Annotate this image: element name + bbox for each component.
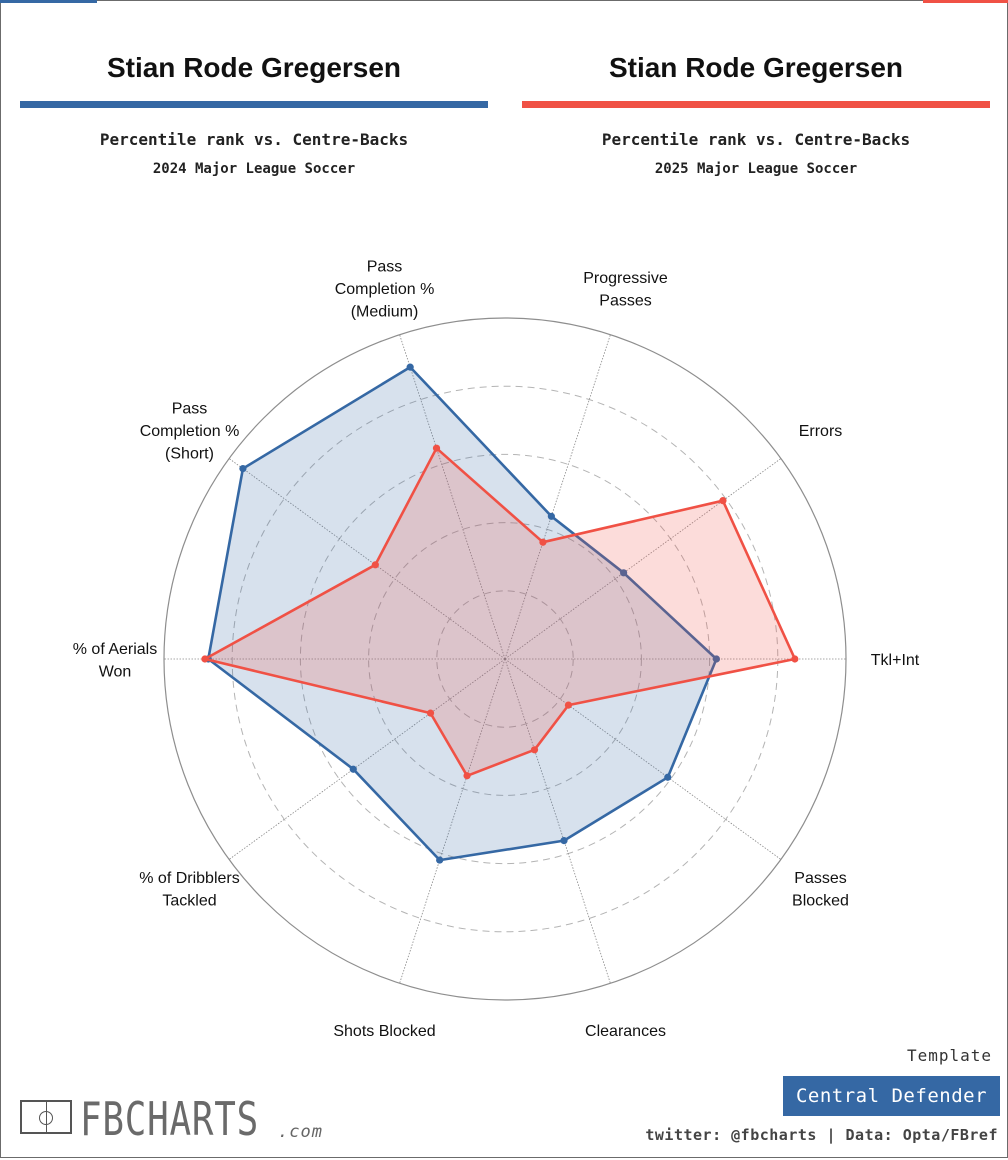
series-2-point	[719, 497, 727, 505]
right-subtitle: Percentile rank vs. Centre-Backs	[601, 130, 911, 149]
series-1-point	[239, 464, 247, 473]
radar-ring	[163, 317, 847, 1001]
logo-suffix: .com	[278, 1122, 323, 1142]
axis-label: Passes Blocked	[792, 870, 849, 910]
series-1-point	[712, 655, 721, 663]
series-2-point	[564, 701, 573, 709]
axis-label: Progressive Passes	[583, 270, 668, 310]
radar-ring	[231, 385, 779, 933]
series-area-1	[208, 367, 717, 861]
right-player-name: Stian Rode Gregersen	[608, 52, 904, 83]
series-1-point	[436, 856, 444, 864]
left-color-bar	[20, 101, 488, 108]
series-2-point	[463, 772, 471, 780]
axis-label: Tkl+Int	[871, 652, 920, 669]
logo-text: FBCHARTS	[80, 1092, 260, 1146]
right-corner-accent	[923, 0, 1008, 3]
template-badge: Central Defender	[783, 1076, 1000, 1116]
pitch-icon	[20, 1100, 72, 1134]
series-1-point	[547, 512, 555, 520]
right-season: 2025 Major League Soccer	[654, 161, 858, 177]
axis-label: Shots Blocked	[333, 1023, 435, 1040]
axis-label: Clearances	[585, 1023, 666, 1040]
left-subtitle: Percentile rank vs. Centre-Backs	[99, 130, 409, 149]
series-1-point	[349, 765, 357, 773]
left-player-name: Stian Rode Gregersen	[106, 52, 402, 83]
series-1-point	[560, 837, 568, 845]
series-2-point	[201, 655, 209, 663]
right-color-bar	[522, 101, 990, 108]
axis-label: % of Aerials Won	[73, 641, 157, 681]
series-2-point	[539, 538, 547, 546]
axis-label: % of Dribblers Tackled	[139, 870, 239, 910]
series-1-point	[664, 773, 672, 781]
series-2-point	[426, 709, 435, 717]
radar-ring	[436, 590, 574, 728]
series-1-point	[406, 363, 414, 371]
template-label: Template	[906, 1046, 992, 1065]
series-2-point	[371, 561, 379, 569]
series-2-point	[432, 444, 441, 452]
data-credit: twitter: @fbcharts | Data: Opta/FBref	[645, 1126, 998, 1144]
series-2-point	[530, 746, 539, 754]
series-2-point	[791, 655, 799, 663]
left-corner-accent	[0, 0, 97, 3]
axis-label: Errors	[799, 423, 843, 440]
series-1-point	[620, 569, 628, 577]
left-season: 2024 Major League Soccer	[152, 161, 356, 177]
axis-label: Pass Completion % (Short)	[140, 400, 240, 462]
axis-label: Pass Completion % (Medium)	[335, 259, 435, 321]
